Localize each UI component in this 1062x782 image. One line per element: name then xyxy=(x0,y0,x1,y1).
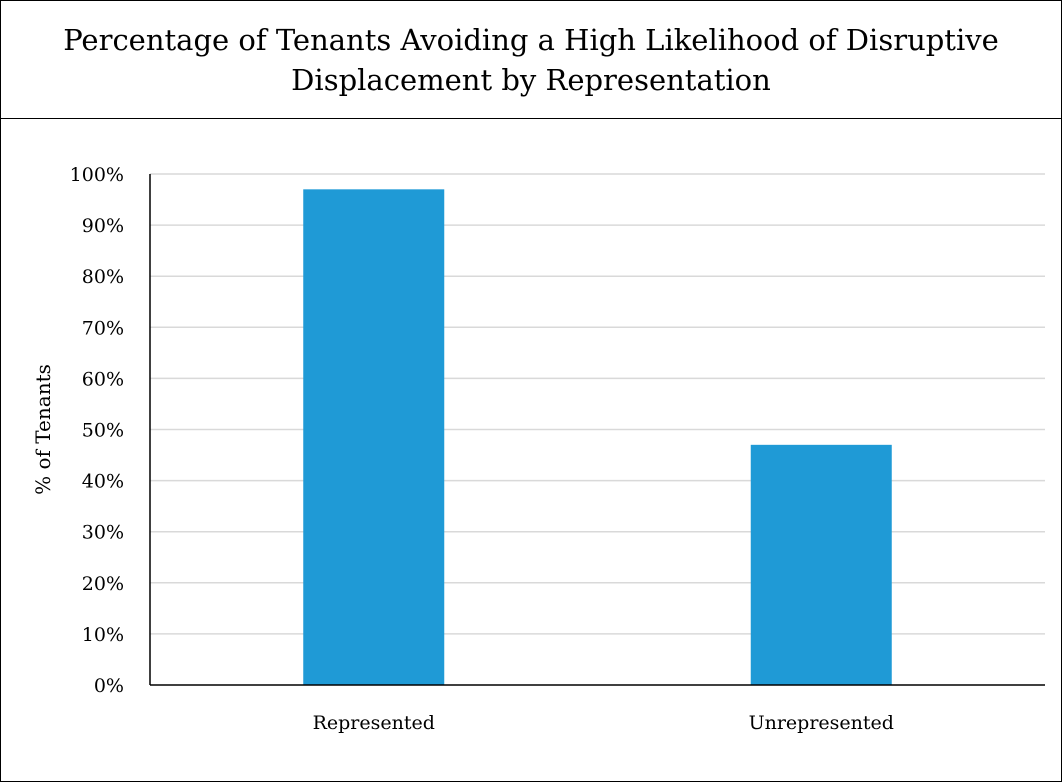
y-tick-label: 100% xyxy=(70,164,124,186)
y-tick-label: 10% xyxy=(82,624,124,646)
bar-unrepresented xyxy=(750,444,892,685)
title-box: Percentage of Tenants Avoiding a High Li… xyxy=(1,1,1061,119)
y-tick-label: 20% xyxy=(82,573,124,595)
y-tick-labels: 0% 10% 20% 30% 40% 50% 60% 70% 80% 90% 100% xyxy=(70,164,124,697)
bar-represented xyxy=(303,189,445,685)
y-tick-label: 50% xyxy=(82,420,124,442)
gridlines xyxy=(150,173,1045,635)
bars xyxy=(303,189,892,685)
y-axis-title: % of Tenants xyxy=(31,364,55,495)
y-tick-label: 30% xyxy=(82,522,124,544)
y-tick-label: 70% xyxy=(82,317,124,339)
y-tick-label: 90% xyxy=(82,215,124,237)
x-tick-label: Unrepresented xyxy=(749,712,894,734)
x-tick-label: Represented xyxy=(313,712,435,734)
y-tick-label: 40% xyxy=(82,471,124,493)
y-tick-label: 80% xyxy=(82,266,124,288)
x-tick-labels: Represented Unrepresented xyxy=(313,712,894,734)
y-tick-label: 60% xyxy=(82,368,124,390)
y-tick-label: 0% xyxy=(94,675,124,697)
chart-title: Percentage of Tenants Avoiding a High Li… xyxy=(63,22,999,97)
